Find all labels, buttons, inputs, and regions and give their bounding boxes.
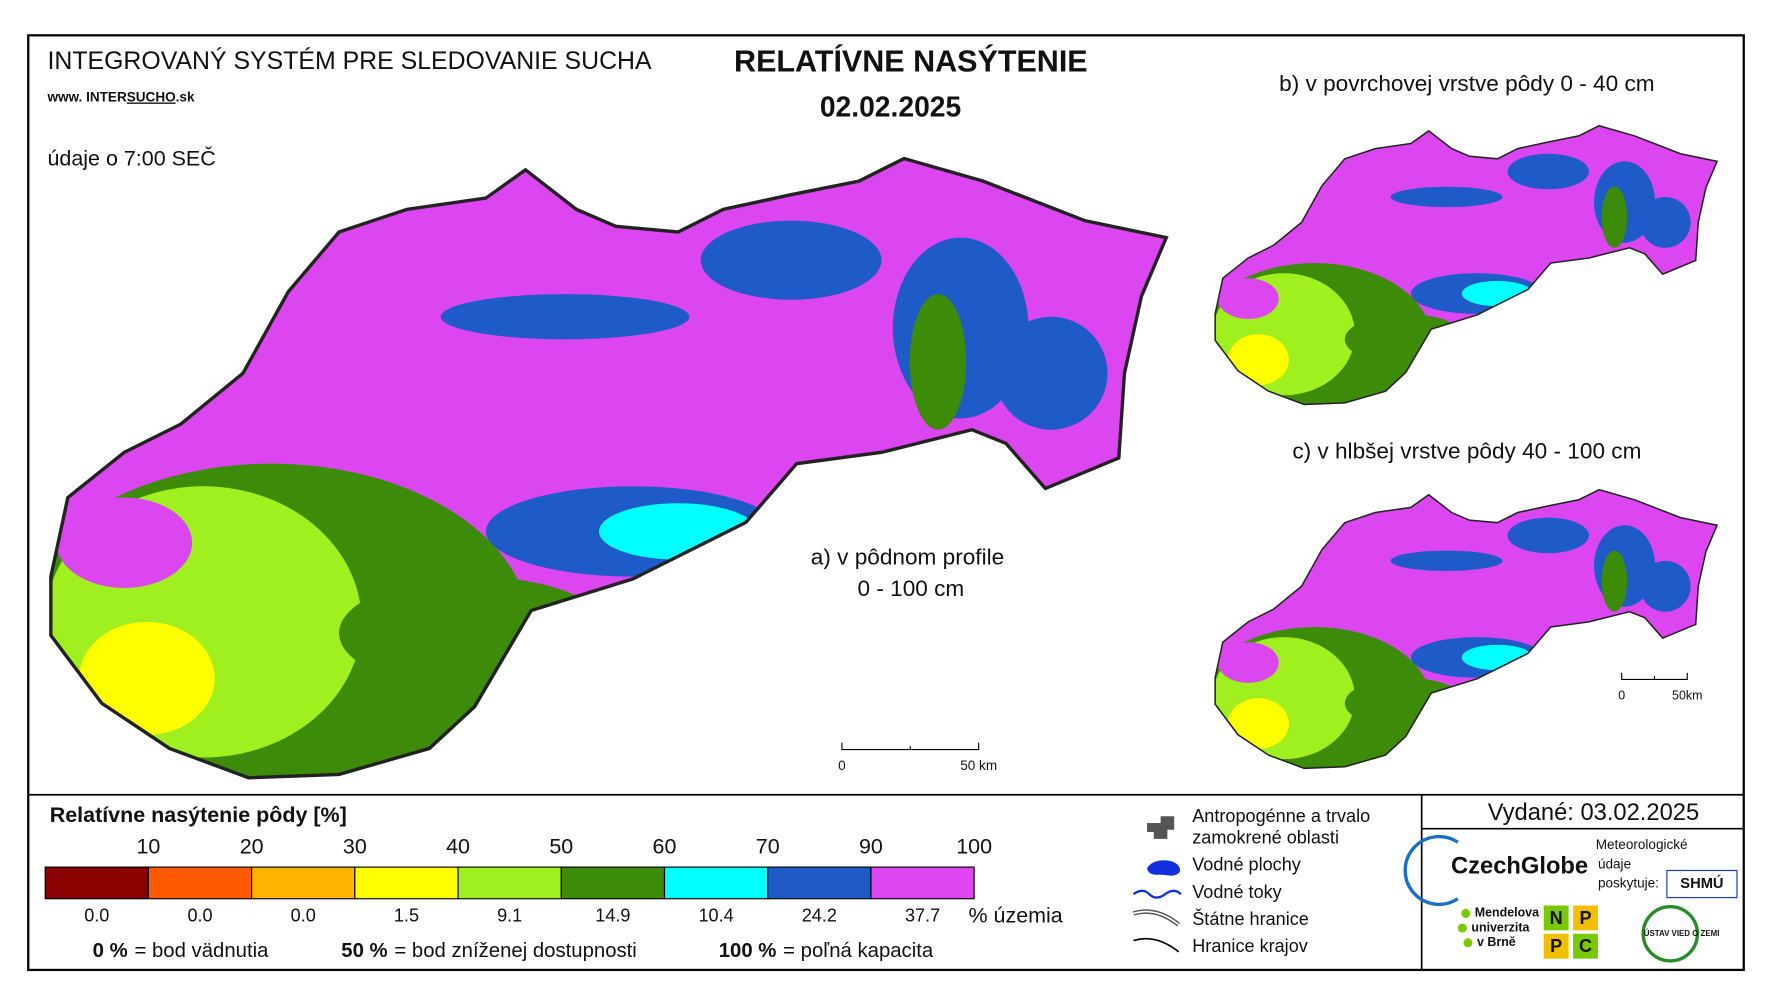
- legend-break: 100: [956, 835, 992, 859]
- system-title: INTEGROVANÝ SYSTÉM PRE SLEDOVANIE SUCHA: [47, 46, 652, 75]
- scale-bar: [1621, 672, 1688, 681]
- map-label: b) v povrchovej vrstve pôdy 0 - 40 cm: [1279, 71, 1654, 96]
- map-label: a) v pôdnom profile: [811, 545, 1004, 570]
- legend-swatch: [767, 866, 872, 900]
- symbol-label: Vodné plochy: [1192, 855, 1301, 875]
- title: RELATÍVNE NASÝTENIE: [734, 43, 1088, 79]
- logo-nppc: N: [1550, 908, 1563, 928]
- legend-swatch: [457, 866, 562, 900]
- symbol-label: Hranice krajov: [1192, 936, 1308, 956]
- symbol-label: Vodné toky: [1192, 882, 1281, 902]
- legend-break: 20: [240, 835, 264, 859]
- legend-share: 0.0: [291, 906, 316, 926]
- logo-nppc: C: [1579, 936, 1592, 956]
- scale-bar: [841, 742, 980, 751]
- logo-mendel: v Brně: [1477, 935, 1516, 949]
- legend-break: 10: [136, 835, 160, 859]
- icon-border: [1133, 910, 1180, 926]
- logo-czechglobe: CzechGlobe: [1451, 853, 1588, 879]
- icon-water: [1147, 860, 1181, 876]
- note-bold: 50 %: [341, 940, 387, 962]
- legend-share: 0.0: [187, 906, 212, 926]
- legend-share: 14.9: [595, 906, 630, 926]
- logo-shmu-box: [1666, 869, 1738, 899]
- icon-anthropogenic: [1147, 816, 1175, 839]
- icon-region: [1133, 937, 1180, 953]
- logo-uvz: ÚSTAV VIED O ZEMI: [1644, 929, 1720, 938]
- logo-meteo: údaje: [1598, 856, 1631, 871]
- symbol-label: Štátne hranice: [1192, 908, 1309, 929]
- logo-meteo: Meteorologické: [1596, 837, 1688, 852]
- url: www. INTERSUCHO.sk: [46, 89, 195, 104]
- note-text: = poľná kapacita: [783, 940, 934, 962]
- legend-break: 70: [756, 835, 780, 859]
- map-a: [11, 159, 1166, 803]
- note-bold: 100 %: [719, 940, 777, 962]
- content: INTEGROVANÝ SYSTÉM PRE SLEDOVANIE SUCHA w…: [44, 43, 1738, 963]
- date: 02.02.2025: [820, 90, 961, 122]
- legend-share: 10.4: [699, 906, 734, 926]
- issued: Vydané: 03.02.2025: [1488, 800, 1699, 826]
- map-b: [1197, 126, 1717, 416]
- legend-swatch: [354, 866, 459, 900]
- logo-uvz-ring: [1641, 904, 1700, 963]
- symbol-label: Antropogénne a trvalo: [1192, 806, 1370, 826]
- icon-river: [1132, 889, 1182, 899]
- scale-label: 50 km: [960, 758, 997, 773]
- legend-break: 90: [859, 835, 883, 859]
- logo-nppc-box: [1543, 905, 1569, 931]
- note-text: = bod zníženej dostupnosti: [394, 940, 636, 962]
- url-part: .sk: [176, 89, 195, 104]
- legend-break: 50: [549, 835, 573, 859]
- legend-note: 50 % = bod zníženej dostupnosti: [341, 940, 637, 962]
- map-label: 0 - 100 cm: [857, 576, 964, 601]
- logo-nppc-box: [1543, 933, 1569, 959]
- logo-dot: [1461, 908, 1471, 918]
- scale-label: 50km: [1672, 689, 1702, 703]
- legend-break: 40: [446, 835, 470, 859]
- logo-mendel: univerzita: [1471, 920, 1529, 934]
- legend-share: 0.0: [84, 906, 109, 926]
- logo-nppc: P: [1550, 936, 1562, 956]
- legend-share: 37.7: [905, 906, 940, 926]
- logo-nppc-box: [1573, 933, 1598, 959]
- legend-share: 24.2: [802, 906, 837, 926]
- legend-break: 60: [653, 835, 677, 859]
- symbol-label: zamokrené oblasti: [1192, 828, 1339, 848]
- logo-mendel: Mendelova: [1475, 906, 1539, 920]
- logo-nppc-box: [1573, 905, 1598, 931]
- scale-label: 0: [1618, 689, 1625, 703]
- logo-shmu: SHMÚ: [1680, 874, 1723, 892]
- time-note: údaje o 7:00 SEČ: [47, 145, 215, 170]
- legend-note: 0 % = bod vädnutia: [93, 940, 269, 962]
- legend-title: Relatívne nasýtenie pôdy [%]: [50, 803, 347, 827]
- url-part: www. INTER: [46, 89, 126, 104]
- map-c: [1197, 490, 1717, 780]
- legend-unit: % územia: [968, 903, 1062, 927]
- map-label: c) v hlbšej vrstve pôdy 40 - 100 cm: [1292, 438, 1641, 463]
- legend-swatch: [147, 866, 253, 900]
- scale-label: 0: [838, 758, 846, 773]
- legend-share: 9.1: [497, 906, 522, 926]
- frame: [27, 34, 1745, 972]
- url-part: SUCHO: [127, 89, 176, 104]
- legend-break: 30: [343, 835, 367, 859]
- logo-meteo: poskytuje:: [1598, 876, 1659, 891]
- legend-swatch: [560, 866, 666, 900]
- note-text: = bod vädnutia: [134, 940, 269, 962]
- legend-swatch: [44, 866, 149, 900]
- logo-dot: [1463, 938, 1473, 948]
- note-bold: 0 %: [93, 940, 128, 962]
- logo-nppc: P: [1580, 908, 1592, 928]
- legend-note: 100 % = poľná kapacita: [719, 940, 934, 962]
- logo-arc: [1403, 834, 1459, 907]
- legend-swatch: [663, 866, 769, 900]
- legend-swatch: [251, 866, 356, 900]
- logo-dot: [1457, 923, 1467, 933]
- legend-swatch: [870, 866, 975, 900]
- legend-share: 1.5: [394, 906, 419, 926]
